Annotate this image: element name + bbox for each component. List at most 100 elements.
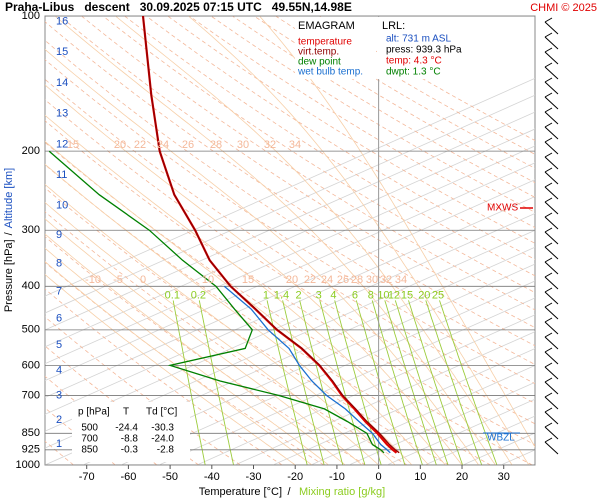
guide-line [45, 77, 535, 297]
mixing-ratio-label: 1 [263, 290, 269, 302]
guide-line [196, 314, 535, 465]
dry-adiabat [45, 120, 535, 446]
barb-staff [544, 441, 559, 455]
y-tick-label: 1000 [16, 459, 40, 471]
theta-label: 10 [202, 274, 214, 286]
dry-adiabat [167, 16, 535, 244]
barb-staff [544, 261, 559, 275]
barb-staff [544, 321, 559, 335]
background-lines [45, 16, 535, 465]
table-cell: 850 [81, 445, 98, 456]
barb-staff [544, 231, 559, 245]
legend-title: EMAGRAM [298, 20, 355, 32]
wind-barb [544, 212, 559, 230]
x-tick-label: -60 [120, 471, 136, 483]
dry-adiabat [45, 345, 199, 465]
theta-label: 24 [157, 139, 169, 151]
barb-tick [544, 152, 553, 158]
barb-tick [544, 92, 553, 98]
altitude-label: 6 [56, 312, 62, 324]
barb-tick [544, 182, 553, 188]
barb-staff [544, 411, 559, 425]
barb-tick [544, 302, 553, 308]
barb-staff [544, 351, 559, 365]
guide-line [348, 381, 535, 465]
barb-staff [544, 171, 559, 185]
wind-barb [544, 437, 559, 455]
mixing-ratio-line [299, 300, 344, 465]
barb-staff [544, 396, 559, 410]
altitude-label: 14 [56, 77, 68, 89]
theta-label: 30 [237, 139, 249, 151]
altitude-label: 9 [56, 229, 62, 241]
table-box [72, 402, 190, 462]
mixing-ratio-label: 0.2 [191, 290, 206, 302]
barb-staff [544, 141, 559, 155]
annotation: WBZL [487, 433, 515, 444]
dry-adiabat [45, 211, 408, 465]
altitude-label: 8 [56, 258, 62, 270]
barb-tick [544, 407, 553, 413]
guide-line [272, 348, 535, 465]
theta-label: 26 [337, 274, 349, 286]
y-tick-label: 850 [22, 427, 40, 439]
x-tick-label: -40 [204, 471, 220, 483]
mixing-ratio-line [384, 300, 437, 465]
legend-entry: wet bulb temp. [297, 67, 363, 78]
barb-tick [544, 242, 553, 248]
x-axis-label-2: Mixing ratio [g/kg] [299, 486, 385, 498]
barb-tick [544, 257, 553, 263]
guide-line [45, 196, 535, 415]
guide-line [45, 229, 535, 449]
wind-barb [544, 47, 559, 65]
annotation: MXWS [487, 203, 518, 214]
wind-barb [544, 407, 559, 425]
table-cell: -30.3 [151, 423, 174, 434]
barb-staff [544, 276, 559, 290]
wind-barb [544, 107, 559, 125]
altitude-label: 3 [56, 390, 62, 402]
barb-tick [544, 47, 553, 53]
theta-label: 28 [351, 274, 363, 286]
station-box [377, 17, 470, 79]
table-cell: 700 [81, 434, 98, 445]
wind-barb [544, 32, 559, 50]
mixing-ratio-label: 3 [316, 290, 322, 302]
barb-staff [544, 96, 559, 110]
wind-barb [544, 377, 559, 395]
table-cell: -2.8 [157, 445, 175, 456]
legend-box [295, 17, 376, 79]
dry-adiabat [45, 59, 535, 385]
mixing-ratio-line [334, 300, 382, 465]
station-title: LRL: [382, 20, 405, 32]
mixing-ratio-label: 10 [377, 290, 389, 302]
guide-line [45, 213, 535, 432]
barb-staff [544, 111, 559, 125]
sounding-line [223, 285, 391, 454]
barb-staff [544, 156, 559, 170]
guide-line [45, 145, 535, 365]
theta-label: 20 [114, 139, 126, 151]
barb-staff [544, 36, 559, 50]
wind-barb [544, 287, 559, 305]
x-tick-label: 20 [456, 471, 468, 483]
altitude-label: 13 [56, 108, 68, 120]
guide-line [120, 280, 535, 465]
barb-staff [544, 51, 559, 65]
altitude-label: 12 [56, 138, 68, 150]
barb-staff [544, 246, 559, 260]
dry-adiabat [102, 16, 535, 294]
mixing-ratio-line [371, 300, 423, 465]
altitude-label: 10 [56, 199, 68, 211]
barb-tick [544, 62, 553, 68]
station-line: dwpt: 1.3 °C [386, 67, 441, 78]
x-tick-label: -70 [79, 471, 95, 483]
wind-barb [544, 17, 559, 35]
theta-label: 20 [286, 274, 298, 286]
wind-barb [544, 167, 559, 185]
barb-tick [544, 287, 553, 293]
guide-line [310, 365, 535, 465]
barb-staff [544, 201, 559, 215]
altitude-label: 5 [56, 339, 62, 351]
